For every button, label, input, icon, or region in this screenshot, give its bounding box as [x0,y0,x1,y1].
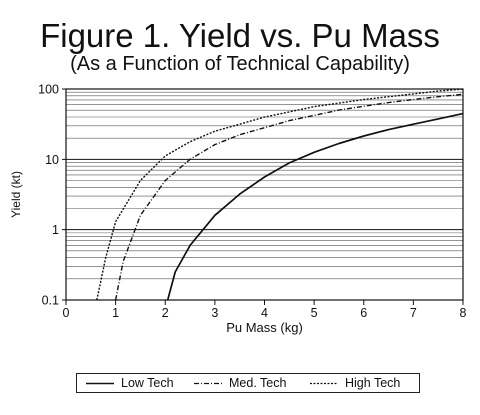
chart-legend: Low Tech Med. Tech High Tech [76,373,420,393]
chart-title: Figure 1. Yield vs. Pu Mass [40,17,440,54]
y-axis-label: Yield (kt) [9,171,23,218]
y-tick-label: 0.1 [42,294,59,308]
chart-subtitle: (As a Function of Technical Capability) [70,53,410,75]
legend-swatch-high-tech [310,382,338,385]
legend-label-med-tech: Med. Tech [229,376,287,390]
plot-frame [65,88,464,301]
legend-label-high-tech: High Tech [345,376,401,390]
series-line-med-tech [114,93,464,301]
y-tick-label: 1 [52,223,59,237]
x-axis-label: Pu Mass (kg) [226,320,303,335]
x-tick-label: 0 [63,306,70,320]
y-tick-label: 10 [45,153,59,167]
x-tick-label: 5 [311,306,318,320]
x-tick-label: 4 [261,306,268,320]
x-tick-label: 1 [112,306,119,320]
legend-label-low-tech: Low Tech [121,376,174,390]
series-line-low-tech [166,112,464,301]
legend-swatch-med-tech [194,382,222,385]
x-tick-label: 8 [460,306,467,320]
x-tick-label: 2 [162,306,169,320]
x-tick-label: 7 [410,306,417,320]
y-tick-label: 100 [38,83,59,97]
legend-swatch-low-tech [86,382,114,385]
x-tick-label: 3 [211,306,218,320]
yield-vs-mass-chart: 0 1 2 3 4 5 6 7 8 0.1 1 10 100 Pu Mass (kg) Yield (kt) [9,83,467,336]
series-line-high-tech [96,88,464,301]
x-tick-label: 6 [360,306,367,320]
